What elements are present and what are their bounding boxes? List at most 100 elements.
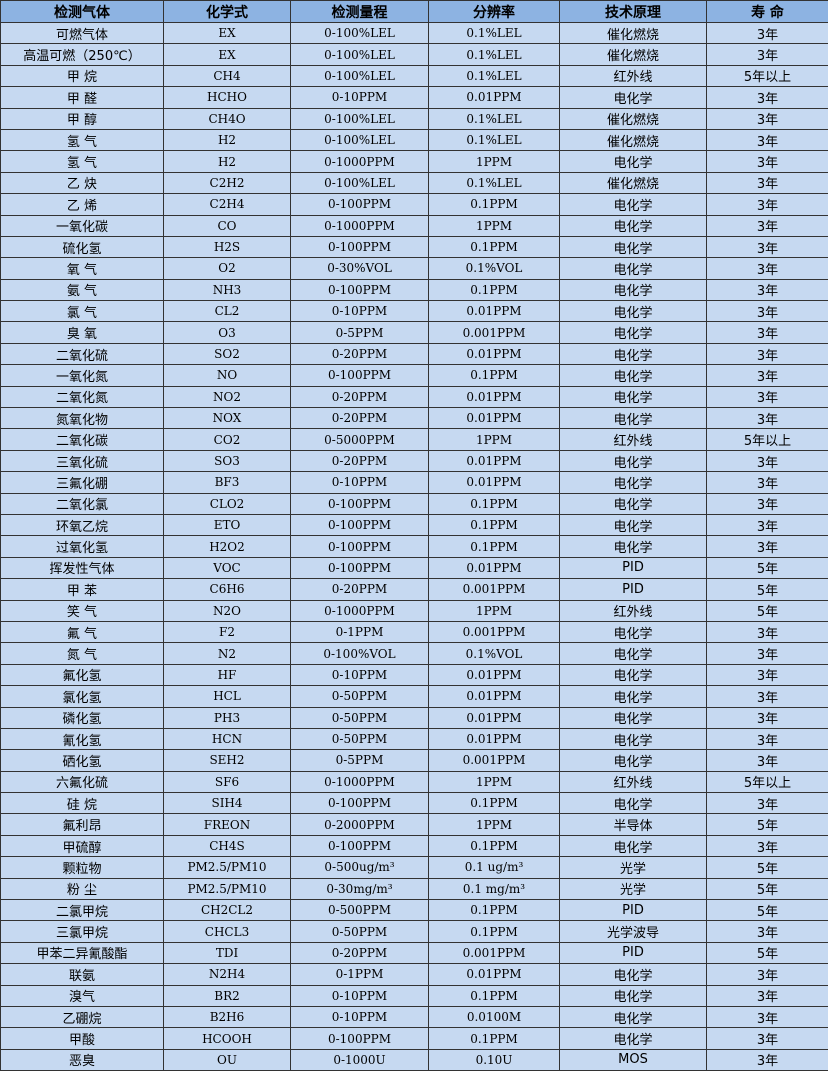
cell-range: 0-10PPM [290,471,429,494]
cell-formula: HCOOH [163,1027,291,1050]
cell-formula: NO2 [163,385,291,409]
table-row: 六氟化硫 SF6 0-1000PPM 1PPM 红外线 5年以上 [0,770,828,794]
cell-gas-name: 二氧化硫 [0,342,164,366]
cell-gas-name: 一氧化碳 [0,214,164,237]
cell-principle: 电化学 [559,449,707,473]
cell-principle: PID [559,941,707,965]
cell-gas-name: 硒化氢 [0,749,164,772]
cell-lifespan: 5年以上 [706,64,828,88]
cell-formula: NOX [163,407,291,430]
header-gas-name: 检测气体 [0,0,164,23]
cell-gas-name: 甲 醇 [0,107,164,130]
cell-lifespan: 3年 [706,792,828,815]
table-row: 氯化氢 HCL 0-50PPM 0.01PPM 电化学 3年 [0,685,828,708]
cell-resolution: 0.10U [428,1048,560,1072]
cell-gas-name: 联氨 [0,963,164,986]
cell-gas-name: 过氧化氢 [0,535,164,558]
table-row: 可燃气体 EX 0-100%LEL 0.1%LEL 催化燃烧 3年 [0,21,828,45]
cell-range: 0-10PPM [290,1005,429,1029]
table-row: 氢 气 H2 0-1000PPM 1PPM 电化学 3年 [0,150,828,173]
cell-resolution: 0.1%LEL [428,171,560,195]
cell-range: 0-1000PPM [290,599,429,622]
cell-formula: NH3 [163,278,291,302]
cell-lifespan: 3年 [706,642,828,665]
cell-formula: SO2 [163,342,291,366]
cell-lifespan: 3年 [706,342,828,366]
cell-resolution: 0.1PPM [428,1027,560,1050]
cell-resolution: 0.1PPM [428,235,560,259]
cell-lifespan: 3年 [706,706,828,729]
cell-resolution: 0.1PPM [428,984,560,1007]
cell-lifespan: 3年 [706,171,828,195]
cell-lifespan: 3年 [706,727,828,751]
table-row: 笑 气 N2O 0-1000PPM 1PPM 红外线 5年 [0,599,828,622]
header-principle: 技术原理 [559,0,707,23]
cell-formula: B2H6 [163,1005,291,1029]
cell-formula: HCHO [163,86,291,109]
cell-principle: 催化燃烧 [559,107,707,130]
cell-lifespan: 5年 [706,899,828,922]
cell-gas-name: 二氧化氮 [0,385,164,409]
header-resolution: 分辨率 [428,0,560,23]
cell-principle: 电化学 [559,642,707,665]
cell-lifespan: 3年 [706,963,828,986]
cell-resolution: 1PPM [428,599,560,622]
cell-formula: SEH2 [163,749,291,772]
cell-formula: CH4S [163,834,291,858]
cell-range: 0-10PPM [290,300,429,323]
table-row: 三氧化硫 SO3 0-20PPM 0.01PPM 电化学 3年 [0,449,828,473]
cell-resolution: 0.01PPM [428,727,560,751]
cell-resolution: 0.1%LEL [428,43,560,66]
cell-range: 0-100PPM [290,492,429,515]
cell-range: 0-20PPM [290,578,429,601]
cell-formula: O3 [163,321,291,344]
cell-gas-name: 氯化氢 [0,685,164,708]
cell-resolution: 0.1 mg/m³ [428,877,560,901]
cell-gas-name: 硅 烷 [0,792,164,815]
table-row: 氧 气 O2 0-30%VOL 0.1%VOL 电化学 3年 [0,257,828,280]
cell-resolution: 0.1PPM [428,899,560,922]
cell-principle: 电化学 [559,727,707,751]
table-row: 一氧化氮 NO 0-100PPM 0.1PPM 电化学 3年 [0,364,828,387]
cell-principle: 电化学 [559,535,707,558]
cell-formula: HF [163,663,291,687]
table-row: 硅 烷 SIH4 0-100PPM 0.1PPM 电化学 3年 [0,792,828,815]
cell-principle: 电化学 [559,492,707,515]
cell-gas-name: 氢 气 [0,150,164,173]
table-row: 乙硼烷 B2H6 0-10PPM 0.0100M 电化学 3年 [0,1005,828,1029]
table-row: 挥发性气体 VOC 0-100PPM 0.01PPM PID 5年 [0,556,828,580]
cell-gas-name: 二氯甲烷 [0,899,164,922]
cell-resolution: 0.001PPM [428,749,560,772]
table-row: 溴气 BR2 0-10PPM 0.1PPM 电化学 3年 [0,984,828,1007]
cell-lifespan: 5年 [706,856,828,879]
cell-gas-name: 甲 醛 [0,86,164,109]
cell-gas-name: 环氧乙烷 [0,513,164,537]
cell-principle: 红外线 [559,64,707,88]
cell-lifespan: 5年以上 [706,428,828,451]
table-row: 粉 尘 PM2.5/PM10 0-30mg/m³ 0.1 mg/m³ 光学 5年 [0,877,828,901]
cell-lifespan: 3年 [706,107,828,130]
cell-range: 0-100PPM [290,556,429,580]
cell-principle: 电化学 [559,235,707,259]
cell-lifespan: 3年 [706,364,828,387]
cell-lifespan: 3年 [706,1048,828,1072]
cell-lifespan: 5年 [706,877,828,901]
table-row: 氮 气 N2 0-100%VOL 0.1%VOL 电化学 3年 [0,642,828,665]
cell-range: 0-20PPM [290,449,429,473]
cell-formula: CO2 [163,428,291,451]
table-row: 二氧化氮 NO2 0-20PPM 0.01PPM 电化学 3年 [0,385,828,409]
cell-resolution: 0.001PPM [428,941,560,965]
cell-principle: 电化学 [559,407,707,430]
cell-gas-name: 氮氧化物 [0,407,164,430]
cell-principle: PID [559,578,707,601]
cell-formula: TDI [163,941,291,965]
table-row: 二氧化氯 CLO2 0-100PPM 0.1PPM 电化学 3年 [0,492,828,515]
cell-range: 0-1000PPM [290,214,429,237]
cell-gas-name: 甲硫醇 [0,834,164,858]
table-row: 磷化氢 PH3 0-50PPM 0.01PPM 电化学 3年 [0,706,828,729]
cell-formula: H2 [163,128,291,152]
cell-principle: 催化燃烧 [559,21,707,45]
cell-resolution: 1PPM [428,150,560,173]
cell-principle: 电化学 [559,513,707,537]
cell-gas-name: 氟化氢 [0,663,164,687]
